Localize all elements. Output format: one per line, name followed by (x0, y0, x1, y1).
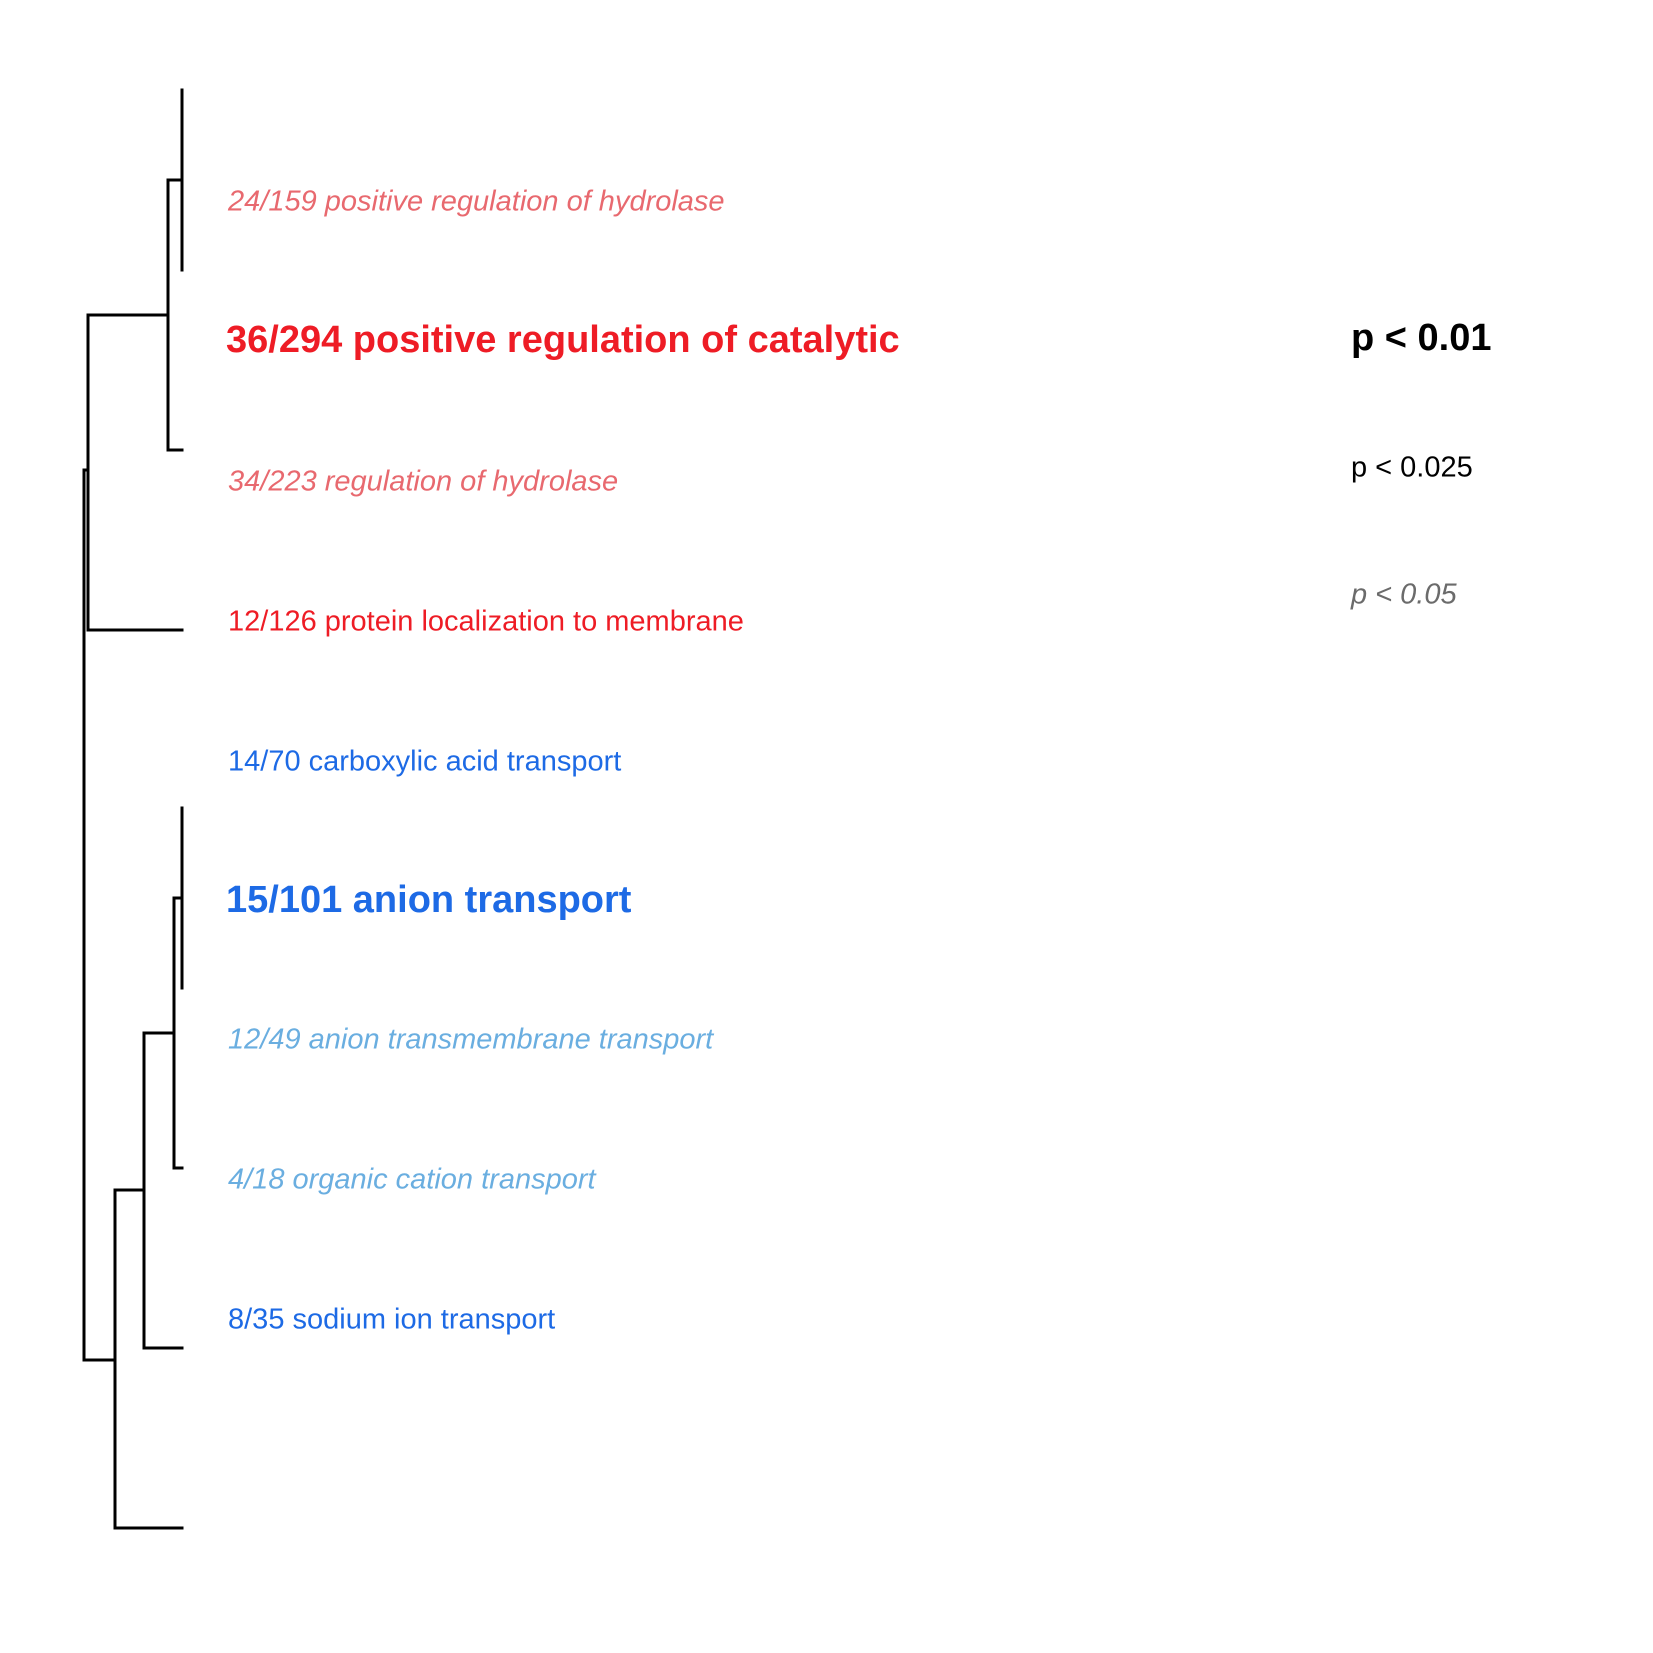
term-label: 4/18 organic cation transport (228, 1163, 596, 1196)
term-label: 15/101 anion transport (226, 879, 632, 921)
term-label: 8/35 sodium ion transport (228, 1303, 556, 1336)
term-label: 24/159 positive regulation of hydrolase (228, 185, 725, 218)
legend-item-p005: p < 0.05 (1351, 578, 1457, 611)
dendrogram-branch (113, 1188, 184, 1530)
term-label: 12/126 protein localization to membrane (228, 605, 744, 638)
term-label: 36/294 positive regulation of catalytic (226, 319, 900, 361)
legend-item-p001: p < 0.01 (1351, 317, 1492, 359)
legend-item-p0025: p < 0.025 (1351, 451, 1473, 484)
term-label: 34/223 regulation of hydrolase (228, 465, 619, 498)
dendrogram-branch (166, 178, 184, 452)
term-label: 12/49 anion transmembrane transport (228, 1023, 714, 1056)
dendrogram-branch (142, 1031, 184, 1350)
dendrogram-branch (82, 468, 117, 1362)
term-label: 14/70 carboxylic acid transport (228, 745, 622, 778)
dendrogram-branch (86, 313, 184, 632)
dendrogram-branch (172, 896, 184, 1170)
